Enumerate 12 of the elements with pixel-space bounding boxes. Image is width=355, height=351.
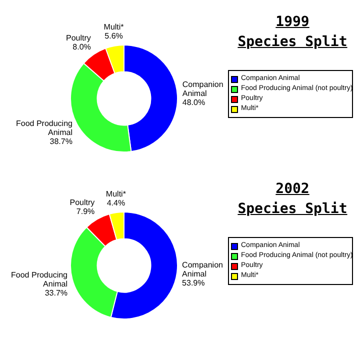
data-label: Multi* 5.6% — [104, 22, 124, 41]
chart-title: 1999 — [274, 13, 310, 32]
data-label: Poultry 8.0% — [66, 34, 91, 52]
data-label: Multi* 4.4% — [106, 189, 126, 208]
text: Species Split — [236, 200, 348, 219]
data-label: Food Producing Animal 38.7% — [16, 118, 73, 146]
text: Species Split — [236, 33, 348, 52]
data-label: Companion Animal 48.0% — [182, 80, 224, 107]
data-label: Poultry 7.9% — [70, 198, 95, 216]
data-label: Companion Animal 53.9% — [182, 260, 223, 288]
data-label: Food Producing Animal 33.7% — [11, 270, 68, 298]
chart-title: 2002 — [274, 180, 310, 199]
